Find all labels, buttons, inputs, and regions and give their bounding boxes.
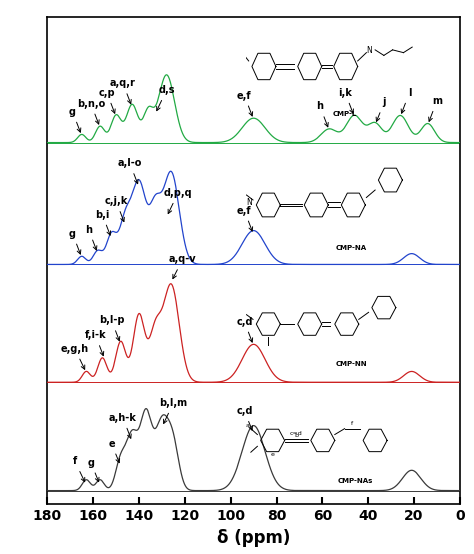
- Text: l: l: [401, 88, 411, 113]
- Text: c,j,k: c,j,k: [104, 196, 128, 222]
- Text: h: h: [85, 225, 97, 250]
- Text: c,d: c,d: [236, 406, 253, 430]
- Text: h: h: [317, 101, 328, 127]
- Text: j: j: [376, 98, 386, 121]
- Text: e: e: [108, 439, 119, 463]
- Text: g: g: [69, 107, 81, 132]
- Text: b,n,o: b,n,o: [77, 99, 105, 124]
- Text: e,g,h: e,g,h: [61, 344, 89, 370]
- Text: b: b: [294, 433, 298, 438]
- Text: i,k: i,k: [338, 88, 354, 113]
- X-axis label: δ (ppm): δ (ppm): [217, 529, 290, 547]
- Text: CMP-NAs: CMP-NAs: [338, 478, 373, 484]
- Text: d,s: d,s: [157, 85, 175, 111]
- Text: a,q-v: a,q-v: [169, 254, 196, 279]
- Text: g: g: [87, 458, 99, 481]
- Text: b,l,m: b,l,m: [159, 398, 188, 423]
- Text: c,p: c,p: [99, 88, 115, 113]
- Text: m: m: [428, 96, 442, 121]
- Text: CMP-L: CMP-L: [332, 111, 357, 117]
- Text: a,q,r: a,q,r: [110, 79, 136, 104]
- Text: a,h-k: a,h-k: [109, 413, 137, 438]
- Text: a,l-o: a,l-o: [118, 158, 142, 183]
- Text: N: N: [246, 198, 252, 207]
- Text: f: f: [73, 456, 85, 481]
- Text: g: g: [69, 229, 81, 254]
- Text: CMP-NN: CMP-NN: [335, 361, 367, 367]
- Text: c,d: c,d: [236, 317, 253, 342]
- Text: f,i-k: f,i-k: [85, 330, 106, 356]
- Text: e,f: e,f: [237, 206, 253, 231]
- Text: f: f: [351, 421, 353, 426]
- Text: e: e: [271, 452, 274, 456]
- Text: c=d: c=d: [290, 430, 302, 435]
- Text: b,l-p: b,l-p: [99, 315, 124, 341]
- Text: e,f: e,f: [237, 91, 253, 116]
- Text: CMP-NA: CMP-NA: [336, 245, 367, 251]
- Text: a: a: [246, 423, 250, 428]
- Text: d,p,q: d,p,q: [164, 188, 192, 213]
- Text: N: N: [366, 45, 372, 55]
- Text: b,i: b,i: [95, 210, 110, 235]
